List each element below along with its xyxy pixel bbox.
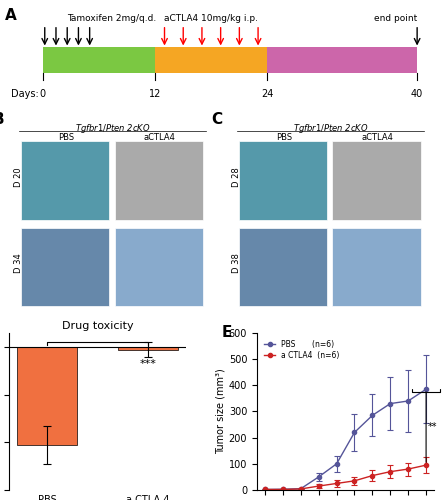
- Bar: [333, 228, 421, 306]
- Title: Drug toxicity: Drug toxicity: [62, 320, 133, 330]
- Text: end point: end point: [374, 14, 417, 24]
- Bar: [239, 141, 327, 220]
- Text: B: B: [0, 112, 5, 126]
- Text: 40: 40: [411, 88, 423, 99]
- Text: aCTLA4: aCTLA4: [144, 134, 175, 142]
- Text: 24: 24: [261, 88, 274, 99]
- Text: D 34: D 34: [14, 253, 23, 273]
- Text: PBS: PBS: [58, 134, 74, 142]
- Bar: [268, 46, 417, 73]
- Bar: [117, 347, 178, 350]
- Text: 12: 12: [149, 88, 161, 99]
- Text: A: A: [4, 8, 16, 24]
- Y-axis label: Tumor size (mm³): Tumor size (mm³): [216, 368, 226, 454]
- Text: aCTLA4 10mg/kg i.p.: aCTLA4 10mg/kg i.p.: [164, 14, 258, 24]
- Text: 0: 0: [40, 88, 46, 99]
- Text: PBS: PBS: [276, 134, 292, 142]
- Text: **: **: [428, 422, 437, 432]
- Text: Tamoxifen 2mg/q.d.: Tamoxifen 2mg/q.d.: [67, 14, 156, 24]
- Text: D 20: D 20: [14, 167, 23, 186]
- Text: ***: ***: [140, 359, 156, 369]
- Text: aCTLA4: aCTLA4: [361, 134, 393, 142]
- Bar: [21, 141, 109, 220]
- Bar: [17, 347, 78, 445]
- Bar: [115, 228, 203, 306]
- Text: D 28: D 28: [232, 167, 241, 186]
- Bar: [239, 228, 327, 306]
- Legend: PBS       (n=6), a CTLA4  (n=6): PBS (n=6), a CTLA4 (n=6): [261, 336, 343, 363]
- Text: $\it{Tgfbr1/Pten}$ 2cKO: $\it{Tgfbr1/Pten}$ 2cKO: [75, 122, 150, 135]
- Bar: [155, 46, 268, 73]
- Bar: [43, 46, 155, 73]
- Text: C: C: [211, 112, 222, 126]
- Bar: [333, 141, 421, 220]
- Bar: [115, 141, 203, 220]
- Text: $\it{Tgfbr1/Pten}$ 2cKO: $\it{Tgfbr1/Pten}$ 2cKO: [293, 122, 368, 135]
- Text: Days:: Days:: [11, 88, 39, 99]
- Text: E: E: [222, 325, 232, 340]
- Bar: [21, 228, 109, 306]
- Text: D 38: D 38: [232, 253, 241, 273]
